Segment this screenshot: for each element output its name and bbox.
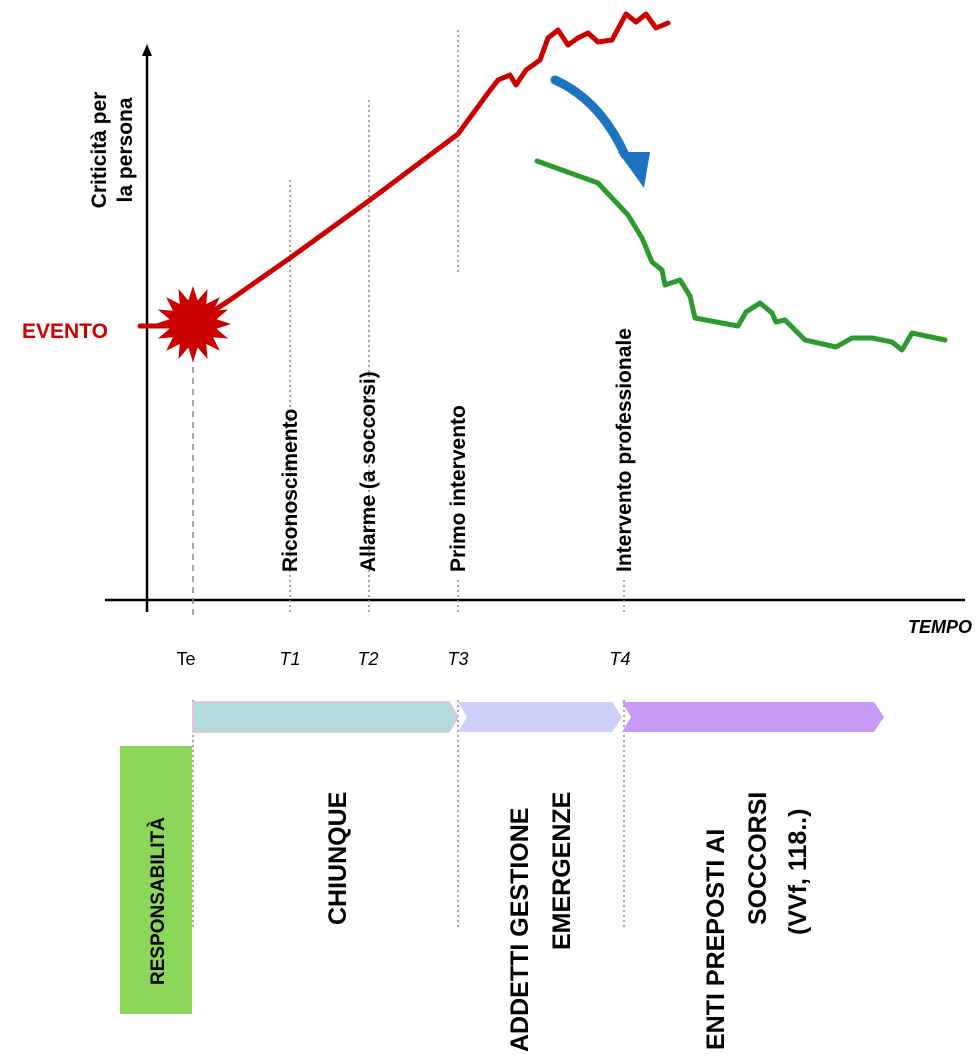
y-axis-arrow-icon <box>142 44 152 56</box>
phase-arrow-enti <box>622 702 884 732</box>
y-axis-label-line1: Criticità per <box>88 92 111 209</box>
x-axis-label: TEMPO <box>908 617 972 637</box>
y-axis-label-line2: la persona <box>114 97 137 202</box>
escalation-line <box>137 11 671 329</box>
phase-label-addetti-line2: EMERGENZE <box>548 792 576 950</box>
tick-t4: T4 <box>609 649 630 669</box>
tick-te: Te <box>176 649 195 669</box>
improvement-arrow-icon <box>550 75 630 160</box>
phase-label-enti-line2: SOCCORSI <box>744 792 772 925</box>
improvement-arrowhead-icon <box>618 152 650 188</box>
tick-t2: T2 <box>357 649 378 669</box>
recovery-line <box>534 158 948 353</box>
tick-t3: T3 <box>447 649 468 669</box>
phase-label-addetti-line1: ADDETTI GESTIONE <box>506 808 534 1052</box>
milestone-label-t4: Intervento professionale <box>613 328 636 572</box>
phase-label-enti-line1: ENTI PREPOSTI AI <box>702 829 730 1050</box>
phase-label-chiunque: CHIUNQUE <box>324 792 352 925</box>
responsibility-label: RESPONSABILITÀ <box>147 817 169 985</box>
phase-label-enti-line3: (VVf, 118..) <box>784 809 812 935</box>
milestone-label-t3: Primo intervento <box>447 405 470 572</box>
event-burst-icon <box>155 286 231 362</box>
event-label: EVENTO <box>22 320 108 343</box>
tick-t1: T1 <box>279 649 300 669</box>
phase-arrow-addetti <box>458 702 622 732</box>
phase-arrow-chiunque <box>192 701 459 733</box>
milestone-label-t1: Riconoscimento <box>279 409 302 572</box>
responsibility-box <box>120 746 192 1014</box>
milestone-label-t2: Allarme (a soccorsi) <box>357 371 380 572</box>
